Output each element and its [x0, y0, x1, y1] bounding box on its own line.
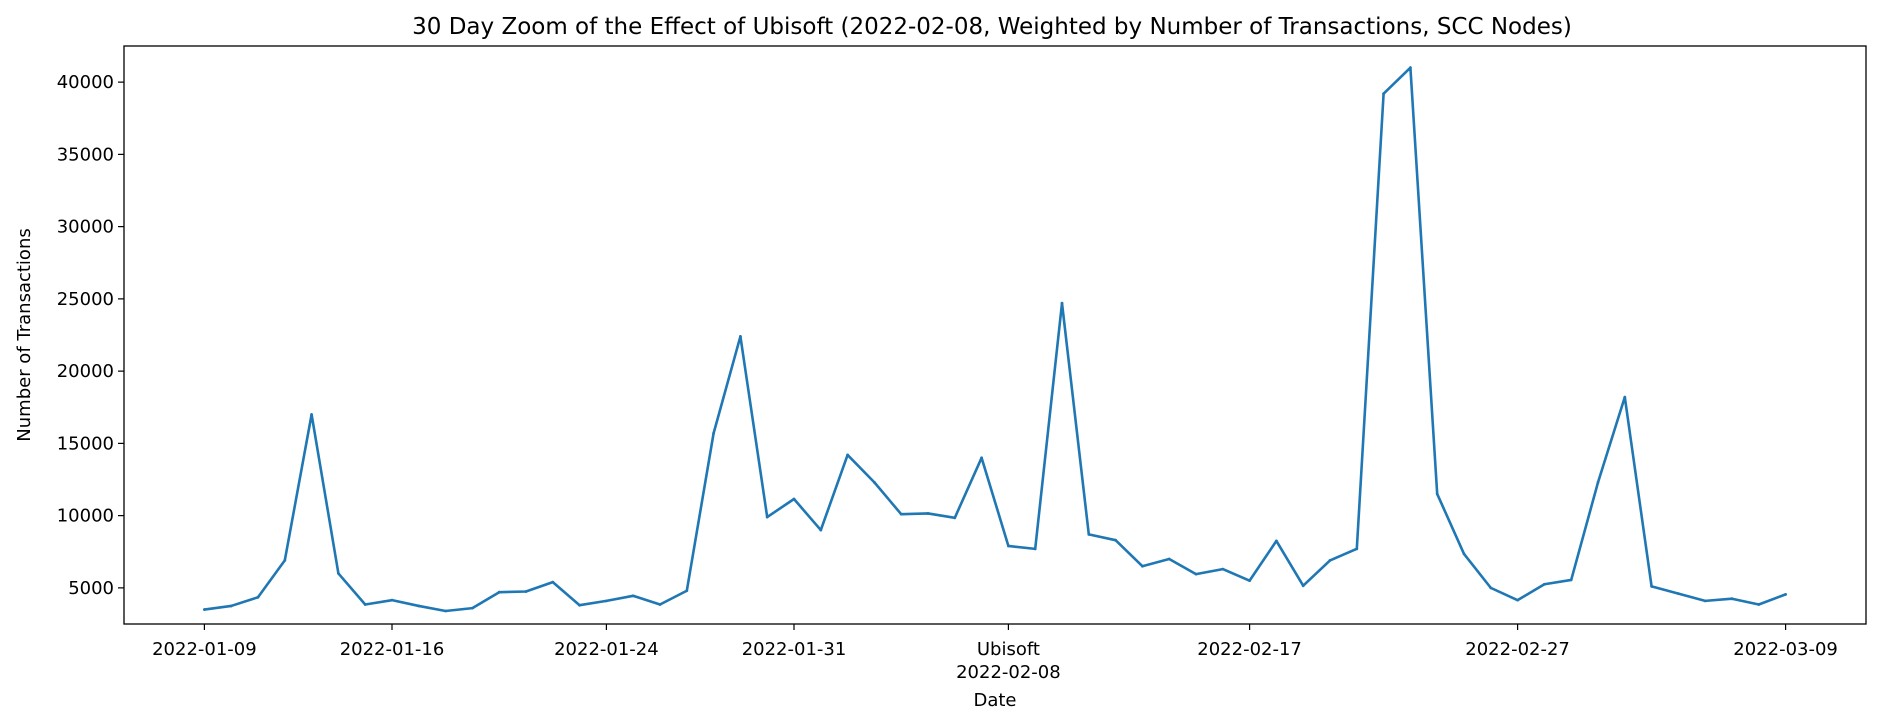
data-point [819, 528, 823, 532]
data-point [1141, 564, 1144, 568]
x-tick-label: 2022-01-16 [340, 639, 445, 660]
data-point [203, 608, 206, 611]
data-point [444, 609, 447, 613]
x-tick-label: 2022-01-09 [152, 639, 257, 660]
data-point [363, 603, 367, 606]
data-point [1757, 603, 1761, 606]
data-point [1114, 538, 1117, 542]
data-point [1060, 301, 1064, 305]
data-point [256, 595, 260, 599]
data-point [1462, 552, 1466, 556]
data-point [471, 606, 474, 610]
data-point [229, 604, 233, 608]
data-point [1703, 599, 1707, 603]
data-point [1007, 544, 1010, 548]
data-point [1248, 579, 1251, 583]
data-point [1382, 92, 1385, 96]
data-point [1543, 582, 1546, 586]
y-axis: 5000 10000 15000 20000 25000 30000 35000 40000 [57, 72, 124, 599]
data-point [497, 590, 501, 594]
data-point [337, 572, 340, 575]
data-point [792, 497, 796, 501]
data-point [953, 516, 957, 520]
data-point [739, 335, 742, 338]
plot-frame [123, 45, 1867, 625]
y-tick-label: 10000 [57, 506, 114, 527]
data-point [1275, 539, 1278, 543]
data-point [658, 603, 662, 606]
chart-title: 30 Day Zoom of the Effect of Ubisoft (20… [412, 14, 1572, 40]
data-point [873, 480, 876, 484]
data-point [1328, 559, 1332, 562]
plot-area [123, 45, 1867, 625]
data-point [1301, 584, 1305, 588]
data-point [1516, 598, 1519, 602]
x-axis: 2022-01-09 2022-01-16 2022-01-24 2022-01-31… [152, 624, 1838, 683]
data-point [1569, 578, 1573, 582]
data-point [1650, 585, 1653, 588]
data-point [310, 413, 313, 416]
data-point [1677, 592, 1680, 596]
data-point [551, 580, 555, 584]
data-point [685, 589, 689, 593]
data-point [765, 515, 769, 519]
y-tick-label: 40000 [57, 72, 114, 93]
data-point [1167, 557, 1171, 561]
data-point [1194, 572, 1198, 576]
x-axis-label: Date [973, 690, 1016, 711]
y-tick-label: 35000 [57, 144, 114, 165]
data-point [1355, 547, 1359, 551]
y-tick-label: 20000 [57, 361, 114, 382]
data-point [1221, 567, 1225, 571]
x-tick-label: 2022-02-27 [1465, 639, 1570, 660]
data-point [578, 603, 581, 607]
x-tick-annotation: Ubisoft [977, 639, 1040, 660]
y-tick-label: 15000 [57, 433, 114, 454]
data-point [1435, 492, 1439, 496]
data-point [1730, 597, 1734, 601]
data-point [899, 512, 903, 516]
data-point [980, 456, 983, 460]
data-point [1033, 547, 1037, 551]
data-point [605, 599, 608, 603]
y-axis-label: Number of Transactions [14, 228, 35, 441]
series-layer [203, 66, 1787, 613]
x-tick-label: 2022-03-09 [1733, 639, 1838, 660]
data-point [1087, 533, 1091, 536]
y-tick-label: 30000 [57, 217, 114, 238]
data-point [524, 590, 528, 593]
y-tick-label: 5000 [68, 578, 114, 599]
data-point [1489, 586, 1493, 590]
x-tick-label: 2022-01-31 [742, 639, 847, 660]
data-point [926, 512, 930, 515]
data-point [846, 453, 849, 457]
data-point [1784, 592, 1787, 596]
y-tick-label: 25000 [57, 289, 114, 310]
data-point [712, 431, 715, 435]
data-point [1623, 395, 1627, 399]
x-tick-label: 2022-02-08 [956, 662, 1061, 683]
data-point [631, 594, 635, 598]
x-tick-label: 2022-02-17 [1197, 639, 1302, 660]
data-point [417, 604, 421, 608]
data-point [1596, 480, 1600, 484]
x-tick-label: 2022-01-24 [554, 639, 659, 660]
data-point [390, 598, 394, 602]
data-point [1409, 66, 1412, 70]
series-line [204, 66, 1787, 613]
data-point [283, 559, 287, 562]
